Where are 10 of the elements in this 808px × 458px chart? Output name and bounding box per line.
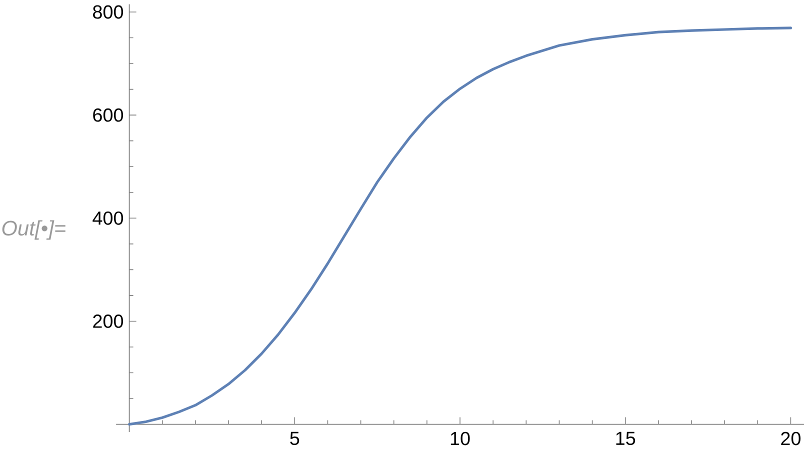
y-tick-label: 600 [93,108,124,122]
line-series [128,26,792,426]
x-tick-label: 10 [450,432,470,446]
y-tick-label: 200 [93,314,124,328]
x-tick-label: 20 [781,432,800,446]
y-tick-label: 800 [93,5,124,19]
y-tick-label: 400 [92,211,124,225]
x-tick-label: 5 [290,432,300,446]
x-tick-label: 15 [616,432,636,446]
text: Out[•]= [2,220,66,240]
